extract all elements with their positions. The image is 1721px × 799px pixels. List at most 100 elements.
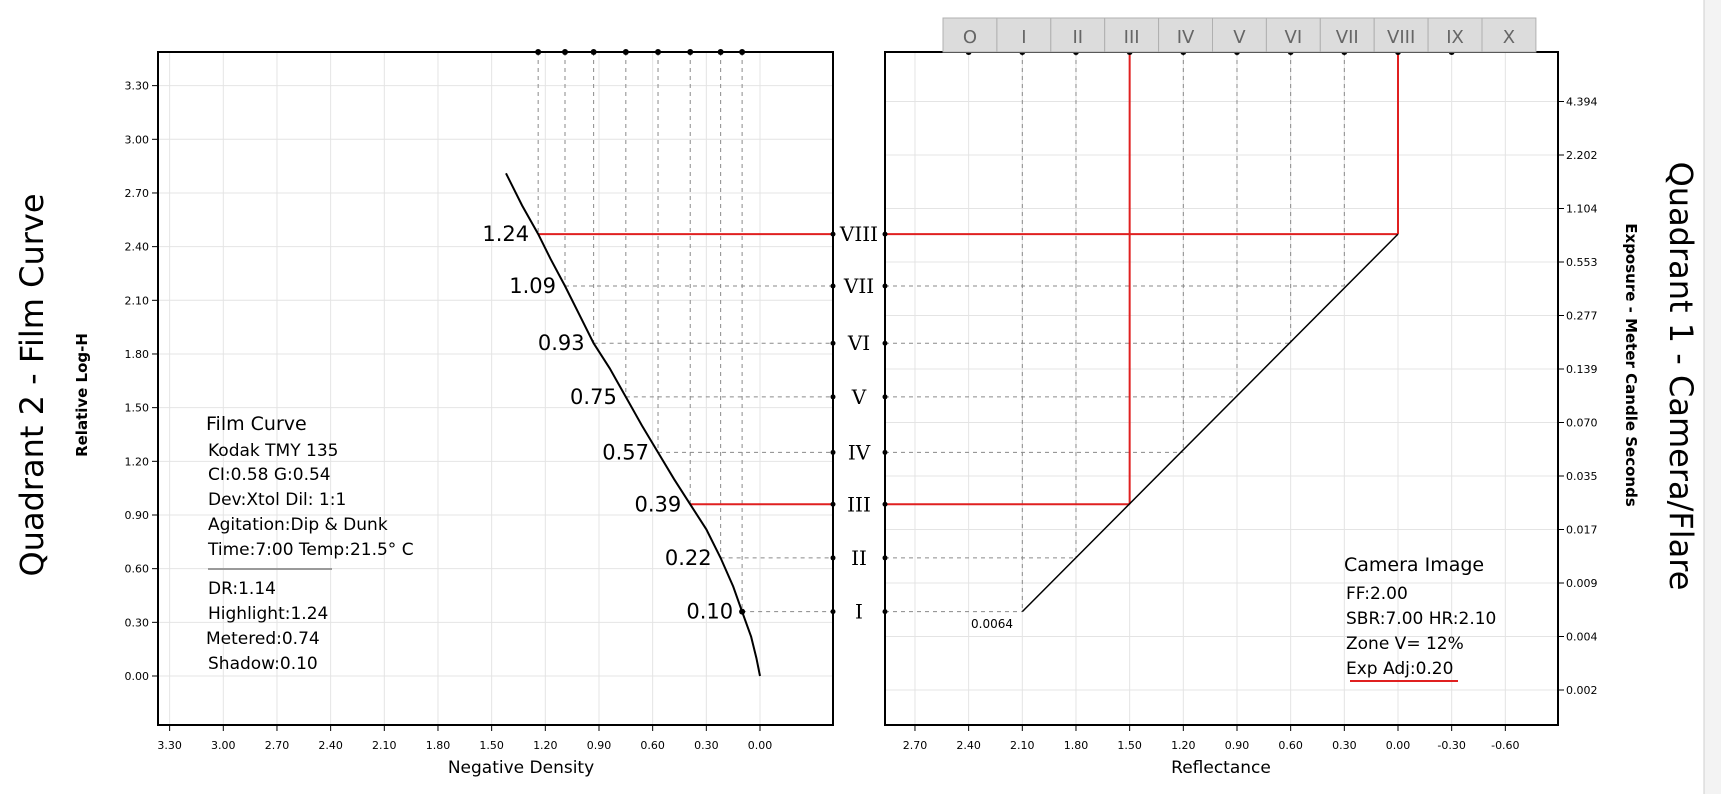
zone-marker [830, 449, 836, 455]
y-tick-label: 0.004 [1566, 631, 1598, 644]
flare-point-label: 0.0064 [971, 617, 1013, 631]
zone-marker [882, 501, 888, 507]
y-tick-label: 4.394 [1566, 96, 1598, 109]
density-label: 0.57 [602, 440, 649, 464]
zone-marker [830, 231, 836, 237]
right-y-axis-label: Exposure - Meter Candle Seconds [1622, 223, 1640, 507]
x-tick-label: 0.90 [1225, 739, 1250, 752]
zone-tab [1104, 17, 1160, 53]
zone-label: I [855, 600, 863, 624]
zone-tab-label: V [1233, 27, 1246, 48]
x-tick-label: 1.20 [533, 739, 558, 752]
zone-marker [830, 340, 836, 346]
x-tick-label: 1.80 [1064, 739, 1089, 752]
zone-marker [830, 609, 836, 615]
zone-tab [1319, 17, 1375, 53]
zone-label: II [851, 546, 867, 570]
density-top-marker [687, 49, 694, 55]
zone-marker [830, 501, 836, 507]
right-x-axis-label: Reflectance [1171, 758, 1271, 778]
curves [505, 172, 1399, 677]
density-top-marker [739, 49, 746, 55]
y-tick-label: 2.70 [125, 187, 150, 200]
zone-marker [882, 340, 888, 346]
y-tick-label: 1.20 [125, 455, 150, 468]
density-top-marker [590, 49, 597, 55]
film-info-stat: Highlight:1.24 [208, 604, 328, 624]
y-tick-label: 0.002 [1566, 684, 1598, 697]
zone-tab-label: II [1072, 27, 1083, 48]
film-info-line: Dev:Xtol Dil: 1:1 [208, 490, 346, 510]
y-tick-label: 0.00 [125, 670, 150, 683]
y-tick-label: 0.017 [1566, 524, 1598, 537]
film-plot-frame [157, 51, 834, 726]
x-tick-label: 3.30 [157, 739, 182, 752]
zone-label: V [851, 385, 867, 409]
y-tick-label: 1.104 [1566, 203, 1598, 216]
window-edge [1704, 0, 1721, 794]
x-tick-label: 0.90 [587, 739, 612, 752]
zone-tab-label: O [963, 27, 977, 48]
density-label: 0.75 [570, 385, 617, 409]
y-tick-label: 1.80 [125, 348, 150, 361]
film-info-line: CI:0.58 G:0.54 [208, 465, 331, 485]
y-tick-label: 2.10 [125, 294, 150, 307]
zone-marker [882, 231, 888, 237]
y-tick-label: 0.009 [1566, 577, 1598, 590]
film-info-line: Time:7:00 Temp:21.5° C [207, 540, 414, 560]
zone-label: VIII [839, 222, 878, 246]
density-top-marker [535, 49, 542, 55]
zone-tab-label: IV [1177, 27, 1195, 48]
zone-tab [996, 17, 1052, 53]
density-label: 1.24 [482, 222, 529, 246]
zone-tab-label: I [1021, 27, 1026, 48]
y-tick-label: 0.139 [1566, 363, 1598, 376]
film-info-title: Film Curve [206, 413, 307, 435]
x-tick-label: 2.70 [903, 739, 928, 752]
zone-marker [882, 555, 888, 561]
x-tick-label: 1.80 [426, 739, 451, 752]
y-tick-label: 0.035 [1566, 470, 1598, 483]
density-label: 0.10 [686, 600, 733, 624]
zone-marker [882, 283, 888, 289]
y-tick-label: 1.50 [125, 402, 150, 415]
film-curve-line [505, 172, 761, 677]
film-info-stat: Shadow:0.10 [208, 654, 318, 674]
zone-tab [1265, 17, 1321, 53]
y-tick-label: 0.070 [1566, 417, 1598, 430]
zone-tab-label: IX [1446, 27, 1464, 48]
zone-tab [1373, 17, 1429, 53]
y-tick-label: 2.202 [1566, 149, 1598, 162]
density-label: 0.39 [634, 492, 681, 516]
zone-tab [1212, 17, 1267, 53]
zone-tab-label: VIII [1387, 27, 1415, 48]
x-tick-label: 1.50 [1117, 739, 1142, 752]
zone-tab [1050, 17, 1106, 53]
zone-marker [882, 609, 888, 615]
camera-flare-line [1021, 233, 1399, 613]
zone-marker [882, 449, 888, 455]
zone-tab [1427, 17, 1483, 53]
zone-marker [830, 555, 836, 561]
grid-layer [158, 52, 1558, 725]
left-x-axis-label: Negative Density [448, 758, 594, 778]
x-tick-label: 0.30 [1332, 739, 1357, 752]
film-info-stat: Metered:0.74 [206, 629, 320, 649]
film-info-stat: DR:1.14 [208, 579, 276, 599]
y-tick-label: 0.60 [125, 563, 150, 576]
density-top-marker [655, 49, 662, 55]
y-tick-label: 3.00 [125, 133, 150, 146]
density-top-marker [717, 49, 724, 55]
exp-adj-value: Exp Adj:0.20 [1346, 659, 1453, 679]
film-info-line: Kodak TMY 135 [208, 441, 338, 461]
zone-label: III [847, 492, 871, 516]
zone-tab-label: III [1124, 27, 1140, 48]
zone-tab-label: VI [1285, 27, 1303, 48]
zone-marker [830, 394, 836, 400]
zone-tab [1481, 17, 1537, 53]
x-tick-label: 2.40 [956, 739, 981, 752]
y-tick-label: 0.553 [1566, 256, 1598, 269]
x-tick-label: 0.60 [640, 739, 665, 752]
